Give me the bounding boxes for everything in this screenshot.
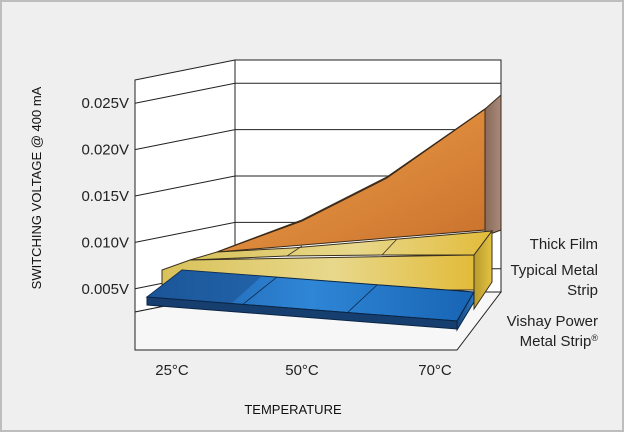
x-axis-title: TEMPERATURE: [244, 402, 342, 417]
series-vishay-power-metal-strip: [145, 269, 475, 332]
gridline: [134, 82, 501, 104]
x-tick-label: 70°C: [418, 362, 452, 379]
y-tick-label: 0.005V: [81, 281, 129, 298]
y-axis-title: SWITCHING VOLTAGE @ 400 mA: [29, 86, 44, 289]
vishay-strip-top-shade: [147, 270, 262, 303]
gridline: [134, 129, 501, 151]
typical-metal-strip-end-face: [473, 229, 493, 311]
y-tick-labels: 0.005V 0.010V 0.015V 0.020V 0.025V: [81, 95, 129, 298]
y-tick-label: 0.015V: [81, 188, 129, 205]
y-tick-label: 0.010V: [81, 234, 129, 251]
x-tick-label: 25°C: [155, 362, 189, 379]
x-tick-labels: 25°C 50°C 70°C: [155, 362, 452, 379]
vishay-strip-divider-1: [241, 276, 278, 306]
vishay-strip-divider-2: [346, 284, 378, 314]
typical-metal-strip-divider-2: [381, 238, 398, 256]
series-label-typical-metal-strip: Typical Metal Strip: [510, 262, 598, 299]
vishay-strip-end-face: [456, 290, 475, 332]
thick-film-end-face: [484, 93, 502, 237]
y-tick-label: 0.020V: [81, 142, 129, 159]
thick-film-top-edge: [216, 108, 486, 253]
y-tick-label: 0.025V: [81, 95, 129, 112]
series-thick-film: [216, 93, 502, 253]
series-label-thick-film: Thick Film: [530, 236, 598, 253]
series-label-vishay-power-metal-strip: Vishay Power Metal Strip®: [507, 313, 599, 350]
typical-metal-strip-divider-1: [286, 245, 303, 257]
x-tick-label: 50°C: [285, 362, 319, 379]
series-labels: Thick Film Typical Metal Strip Vishay Pow…: [507, 236, 599, 350]
